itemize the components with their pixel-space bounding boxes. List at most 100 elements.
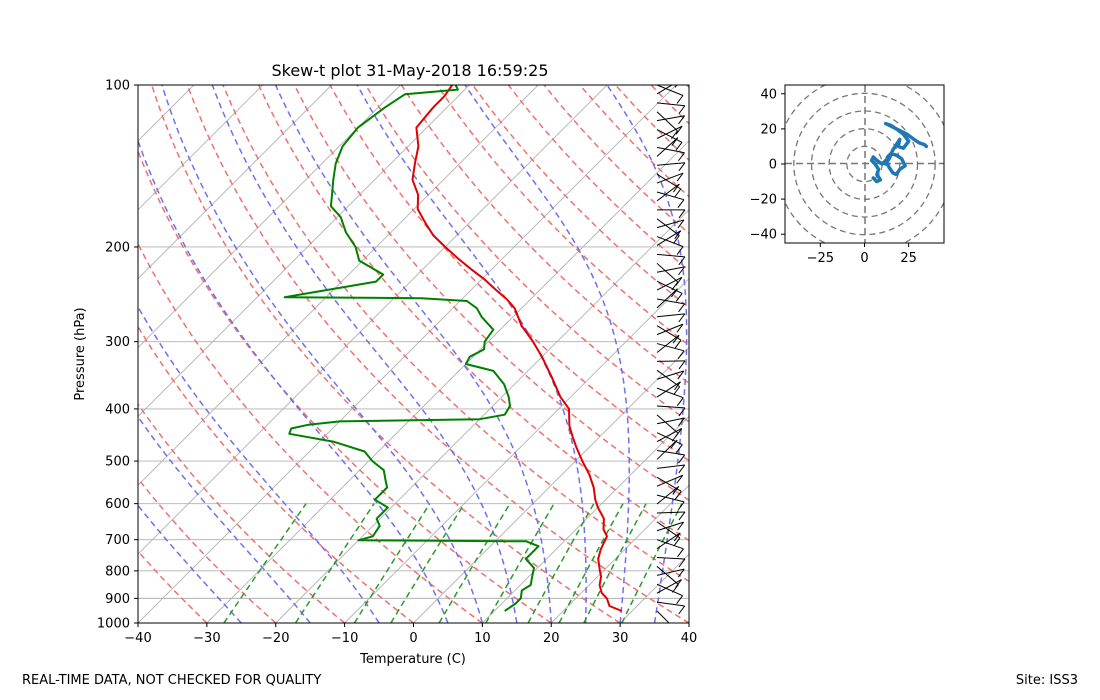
x-tick-label: −40 xyxy=(124,631,151,646)
isotherm-line xyxy=(138,85,401,349)
wind-barb xyxy=(656,262,679,283)
x-tick-label: 40 xyxy=(681,631,698,646)
hodograph-x-tick-label: 0 xyxy=(860,251,868,266)
wind-barb-flag xyxy=(674,188,682,198)
wind-barb-flag xyxy=(677,501,685,511)
x-tick-label: 30 xyxy=(612,631,629,646)
wind-barb xyxy=(656,432,683,445)
dry-adiabat-line xyxy=(150,85,621,623)
x-tick-label: −30 xyxy=(193,631,220,646)
wind-barb xyxy=(656,610,670,623)
wind-barb xyxy=(656,387,684,399)
wind-barb-flag xyxy=(678,360,686,370)
wind-barb xyxy=(656,521,684,532)
temperature-trace xyxy=(411,85,623,612)
wind-barb-flag xyxy=(672,183,680,193)
wind-barb-flag xyxy=(675,293,683,302)
hodograph: −25 0 25 −40 −20 0 20 40 xyxy=(750,84,945,266)
moist-adiabat-lines xyxy=(138,85,688,623)
wind-barb-flag xyxy=(672,235,680,244)
wind-barb-flag xyxy=(672,486,680,495)
wind-barb xyxy=(656,474,683,487)
wind-barb-flag xyxy=(677,417,685,427)
dry-adiabat-line xyxy=(365,85,689,423)
wind-barb xyxy=(656,85,684,96)
mixing-ratio-line xyxy=(438,503,511,623)
isobar-gridlines xyxy=(138,85,689,623)
wind-barb-flag xyxy=(677,199,685,209)
isotherm-line xyxy=(138,85,332,280)
wind-barb-flag xyxy=(676,323,684,333)
wind-barb-flag xyxy=(675,125,683,135)
skewt-frame xyxy=(137,84,690,624)
wind-barb xyxy=(656,521,681,539)
dry-adiabat-line xyxy=(138,242,483,623)
wind-barb xyxy=(656,494,685,503)
moist-adiabat-line xyxy=(138,415,311,623)
skewt-x-label: Temperature (C) xyxy=(359,652,466,667)
dry-adiabat-line xyxy=(614,85,689,162)
wind-barb xyxy=(656,370,684,380)
wind-barb xyxy=(656,288,678,309)
wind-barb-flag xyxy=(677,521,685,531)
site-label: Site: ISS3 xyxy=(1015,673,1078,688)
wind-barb xyxy=(656,601,685,607)
pressure-tick-label: 900 xyxy=(105,592,130,607)
wind-barb xyxy=(656,137,679,157)
pressure-tick-label: 300 xyxy=(105,335,130,350)
wind-barb-flag xyxy=(671,130,678,140)
wind-barb-flag xyxy=(678,152,685,162)
isotherm-line xyxy=(138,85,470,418)
isotherm-line xyxy=(138,85,264,211)
wind-barb-flag xyxy=(677,568,685,578)
dry-adiabat-line xyxy=(138,550,208,623)
moist-adiabat-line xyxy=(464,85,630,623)
hodograph-y-tick-label: −20 xyxy=(750,193,777,208)
isotherm-line xyxy=(482,415,689,623)
isotherm-line xyxy=(344,277,689,623)
wind-barb xyxy=(656,428,682,443)
dry-adiabat-line xyxy=(579,85,689,198)
moist-adiabat-line xyxy=(138,504,242,623)
wind-barb xyxy=(656,583,683,597)
quality-note: REAL-TIME DATA, NOT CHECKED FOR QUALITY xyxy=(22,673,322,688)
wind-barb-flag xyxy=(673,386,681,396)
mixing-ratio-lines xyxy=(223,503,683,623)
wind-barb xyxy=(656,129,683,143)
dry-adiabat-line xyxy=(222,85,689,583)
pressure-tick-label: 200 xyxy=(105,240,130,255)
moist-adiabat-line xyxy=(161,85,484,623)
wind-barb-flag xyxy=(672,584,679,593)
mixing-ratio-line xyxy=(223,503,307,623)
wind-barb xyxy=(656,450,685,456)
hodograph-x-tick-label: −25 xyxy=(807,251,834,266)
wind-barb-flag xyxy=(678,209,686,219)
isotherm-line xyxy=(275,209,689,623)
wind-barb xyxy=(656,115,685,122)
dry-adiabat-line xyxy=(758,85,1100,623)
hodograph-y-ticks: −40 −20 0 20 40 xyxy=(750,87,785,243)
wind-barb-flag xyxy=(678,162,686,172)
wind-barb xyxy=(656,325,682,341)
moist-adiabat-line xyxy=(211,85,518,623)
wind-barb-flag xyxy=(678,313,686,323)
wind-barb xyxy=(656,125,683,139)
wind-barb-flag xyxy=(671,631,677,639)
dry-adiabat-line xyxy=(138,402,346,623)
mixing-ratio-line xyxy=(390,503,466,623)
wind-barb xyxy=(656,191,685,201)
pressure-tick-label: 100 xyxy=(105,79,130,94)
wind-barb xyxy=(656,369,680,388)
dry-adiabat-line xyxy=(329,85,689,462)
moist-adiabat-line xyxy=(606,85,688,623)
pressure-tick-label: 700 xyxy=(105,533,130,548)
wind-barb xyxy=(656,568,685,576)
pressure-tick-label: 800 xyxy=(105,564,130,579)
wind-barb-flag xyxy=(678,511,686,521)
isotherm-line xyxy=(619,553,689,623)
wind-barb xyxy=(656,511,686,514)
pressure-tick-label: 600 xyxy=(105,497,130,512)
isotherm-line xyxy=(138,85,677,623)
wind-barb-flag xyxy=(678,464,686,474)
